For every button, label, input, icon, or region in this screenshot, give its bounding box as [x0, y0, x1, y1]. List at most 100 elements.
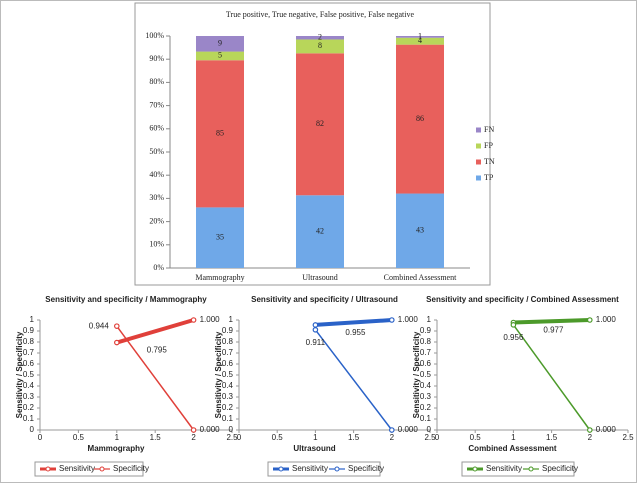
y-tick-label: 0 — [229, 425, 234, 434]
y-tick-label: 0.9 — [222, 326, 234, 335]
x-tick-label: 1 — [511, 433, 516, 442]
y-tick-label: 0.4 — [23, 381, 35, 390]
data-label: 0.977 — [543, 326, 564, 335]
data-label: 85 — [216, 129, 224, 138]
legend-marker — [99, 466, 105, 472]
y-axis-label: Sensitivity / Specificity — [214, 331, 223, 418]
data-label: 1.000 — [200, 315, 221, 324]
line-chart: Sensitivity and specificity / Ultrasound… — [214, 295, 436, 477]
point — [586, 427, 593, 433]
bar-segment — [396, 193, 444, 268]
bar-segment — [196, 36, 244, 52]
y-tick-label: 1 — [427, 315, 432, 324]
legend-label: Sensitivity — [486, 464, 522, 473]
y-tick-label: 0.1 — [222, 414, 234, 423]
y-tick-label: 90% — [149, 54, 164, 63]
x-tick-label: 0 — [38, 433, 43, 442]
x-tick-label: 2.5 — [226, 433, 238, 442]
y-tick-label: 0.7 — [23, 348, 35, 357]
data-label: 8 — [318, 41, 322, 50]
legend-label: TP — [484, 173, 494, 182]
y-tick-label: 0.5 — [222, 370, 234, 379]
series-line — [314, 329, 393, 431]
y-tick-label: 1 — [229, 315, 234, 324]
y-tick-label: 20% — [149, 216, 164, 225]
y-tick-label: 1 — [30, 315, 35, 324]
x-tick-label: 2 — [588, 433, 593, 442]
y-tick-label: 0.8 — [23, 337, 35, 346]
y-tick-label: 0.6 — [222, 359, 234, 368]
bar-segment — [396, 36, 444, 38]
data-label: 4 — [418, 36, 422, 45]
y-tick-label: 0.7 — [420, 348, 432, 357]
point — [388, 427, 395, 433]
x-tick-label: 0.5 — [73, 433, 85, 442]
x-tick-label: 2 — [390, 433, 395, 442]
y-tick-label: 0.2 — [222, 403, 234, 412]
x-tick-label: 2.5 — [622, 433, 634, 442]
data-label: 43 — [416, 226, 424, 235]
legend-label: Sensitivity — [59, 464, 95, 473]
point — [586, 317, 593, 323]
x-tick-label: Ultrasound — [302, 273, 338, 282]
data-label: 35 — [216, 233, 224, 242]
y-tick-label: 100% — [145, 31, 164, 40]
legend-marker — [334, 466, 340, 472]
point — [388, 317, 395, 323]
bar-segment — [296, 39, 344, 54]
legend-marker — [472, 466, 478, 472]
line-chart: Sensitivity and specificity / Mammograph… — [15, 295, 238, 477]
x-tick-label: 0 — [435, 433, 440, 442]
bar-segment — [296, 36, 344, 40]
y-tick-label: 0.4 — [222, 381, 234, 390]
y-tick-label: 10% — [149, 240, 164, 249]
y-tick-label: 60% — [149, 124, 164, 133]
point — [190, 317, 197, 323]
bar-segment — [396, 37, 444, 45]
legend-marker — [278, 466, 284, 472]
series-line — [116, 325, 195, 431]
y-tick-label: 0.6 — [420, 359, 432, 368]
chart-title: Sensitivity and specificity / Ultrasound — [251, 295, 398, 304]
point — [312, 326, 319, 333]
legend-box — [34, 461, 144, 477]
y-axis-label: Sensitivity / Specificity — [15, 331, 24, 418]
point — [190, 427, 197, 433]
data-label: 82 — [316, 119, 324, 128]
y-tick-label: 0.7 — [222, 348, 234, 357]
y-axis-label: Sensitivity / Specificity — [412, 331, 421, 418]
chart-title: Sensitivity and specificity / Combined A… — [426, 295, 619, 304]
series-line — [512, 324, 591, 431]
data-label: 2 — [318, 33, 322, 42]
y-tick-label: 0.3 — [222, 392, 234, 401]
x-axis-label: Ultrasound — [293, 444, 335, 453]
data-label: 0.000 — [398, 425, 419, 434]
legend-label: Specificity — [113, 464, 149, 473]
y-tick-label: 0 — [427, 425, 432, 434]
y-tick-label: 0.4 — [420, 381, 432, 390]
bar-segment — [196, 51, 244, 61]
data-label: 0.795 — [147, 346, 168, 355]
x-tick-label: 0 — [237, 433, 242, 442]
legend-box — [461, 461, 575, 477]
legend-swatch — [476, 159, 481, 165]
legend-swatch — [476, 143, 481, 149]
y-tick-label: 0.8 — [222, 337, 234, 346]
chart-title: True positive, True negative, False posi… — [226, 10, 415, 19]
y-tick-label: 50% — [149, 147, 164, 156]
legend-swatch — [476, 127, 481, 133]
chart-title: Sensitivity and specificity / Mammograph… — [45, 295, 207, 304]
data-label: 0.955 — [345, 328, 366, 337]
data-label: 42 — [316, 226, 324, 235]
legend-label: TN — [484, 157, 495, 166]
bar-chart: True positive, True negative, False posi… — [145, 10, 495, 282]
legend-label: Specificity — [348, 464, 384, 473]
data-label: 0.000 — [200, 425, 221, 434]
bar-segment — [196, 60, 244, 208]
x-axis-label: Combined Assessment — [468, 444, 557, 453]
x-tick-label: 1.5 — [546, 433, 558, 442]
series-line — [513, 318, 590, 325]
data-label: 1 — [418, 32, 422, 41]
x-tick-label: Combined Assessment — [384, 273, 457, 282]
